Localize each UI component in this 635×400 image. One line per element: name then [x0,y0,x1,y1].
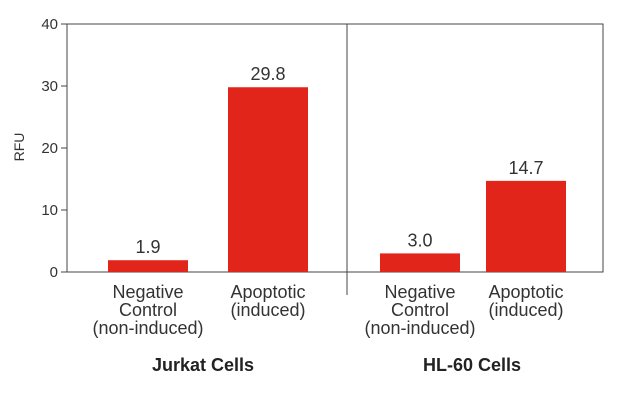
category-label: (non-induced) [92,318,203,338]
category-label: Apoptotic [230,282,305,302]
data-label: 29.8 [250,64,285,84]
bar [228,87,308,273]
category-label: Negative [384,282,455,302]
bar [108,260,188,272]
group-label: Jurkat Cells [152,355,254,375]
y-tick-label: 10 [41,202,58,219]
plot-frame [66,23,604,273]
data-label: 14.7 [508,158,543,178]
category-label: Control [119,300,177,320]
category-label: (induced) [488,300,563,320]
y-axis-label: RFU [11,133,27,162]
group-label: HL-60 Cells [423,355,521,375]
category-label: Negative [112,282,183,302]
data-label: 3.0 [407,230,432,250]
category-label: Control [391,300,449,320]
bar [380,253,460,272]
category-label: (non-induced) [364,318,475,338]
y-tick-label: 0 [50,264,58,281]
data-label: 1.9 [135,237,160,257]
category-label: (induced) [230,300,305,320]
y-tick-label: 40 [41,16,58,33]
category-label: Apoptotic [488,282,563,302]
y-tick-label: 20 [41,140,58,157]
bar [486,180,566,272]
y-tick-label: 30 [41,78,58,95]
